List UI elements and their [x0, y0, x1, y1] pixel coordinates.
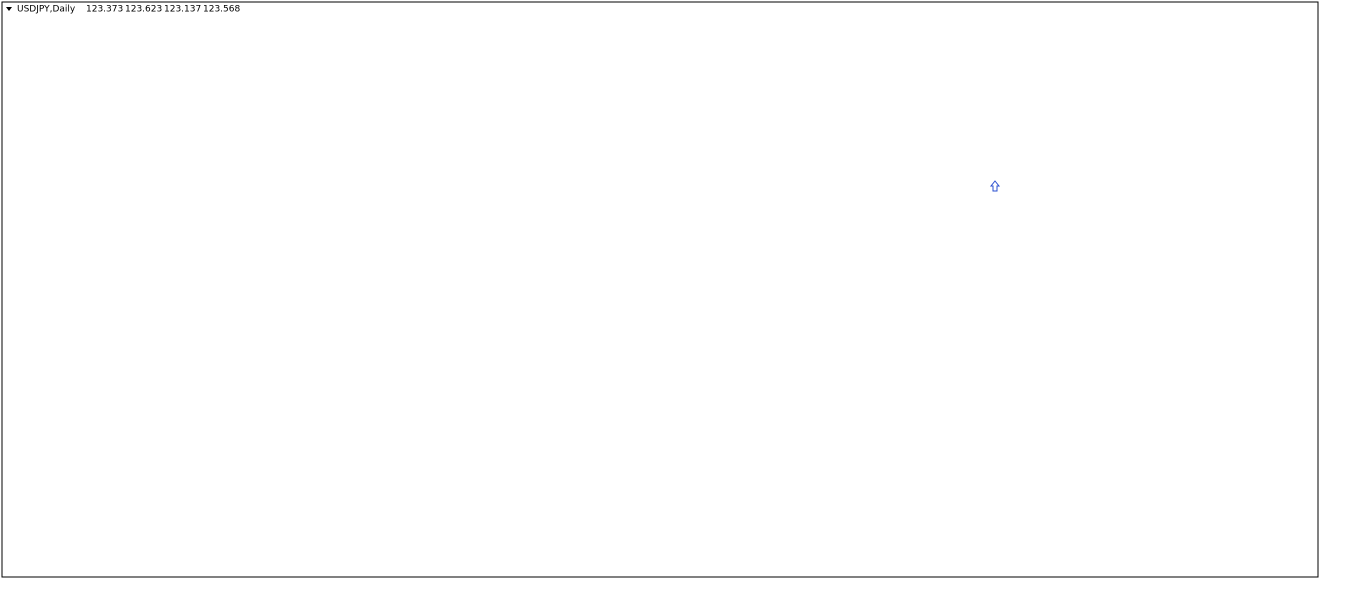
chart-title: USDJPY,Daily: [17, 5, 76, 15]
header-arrow: [6, 7, 12, 11]
header-low: 123.137: [164, 5, 201, 15]
header-open: 123.373: [86, 5, 123, 15]
header-close: 123.568: [203, 5, 240, 15]
up-arrow-icon: [989, 180, 1001, 192]
header-high: 123.623: [125, 5, 162, 15]
plot-frame: [1, 1, 1319, 578]
